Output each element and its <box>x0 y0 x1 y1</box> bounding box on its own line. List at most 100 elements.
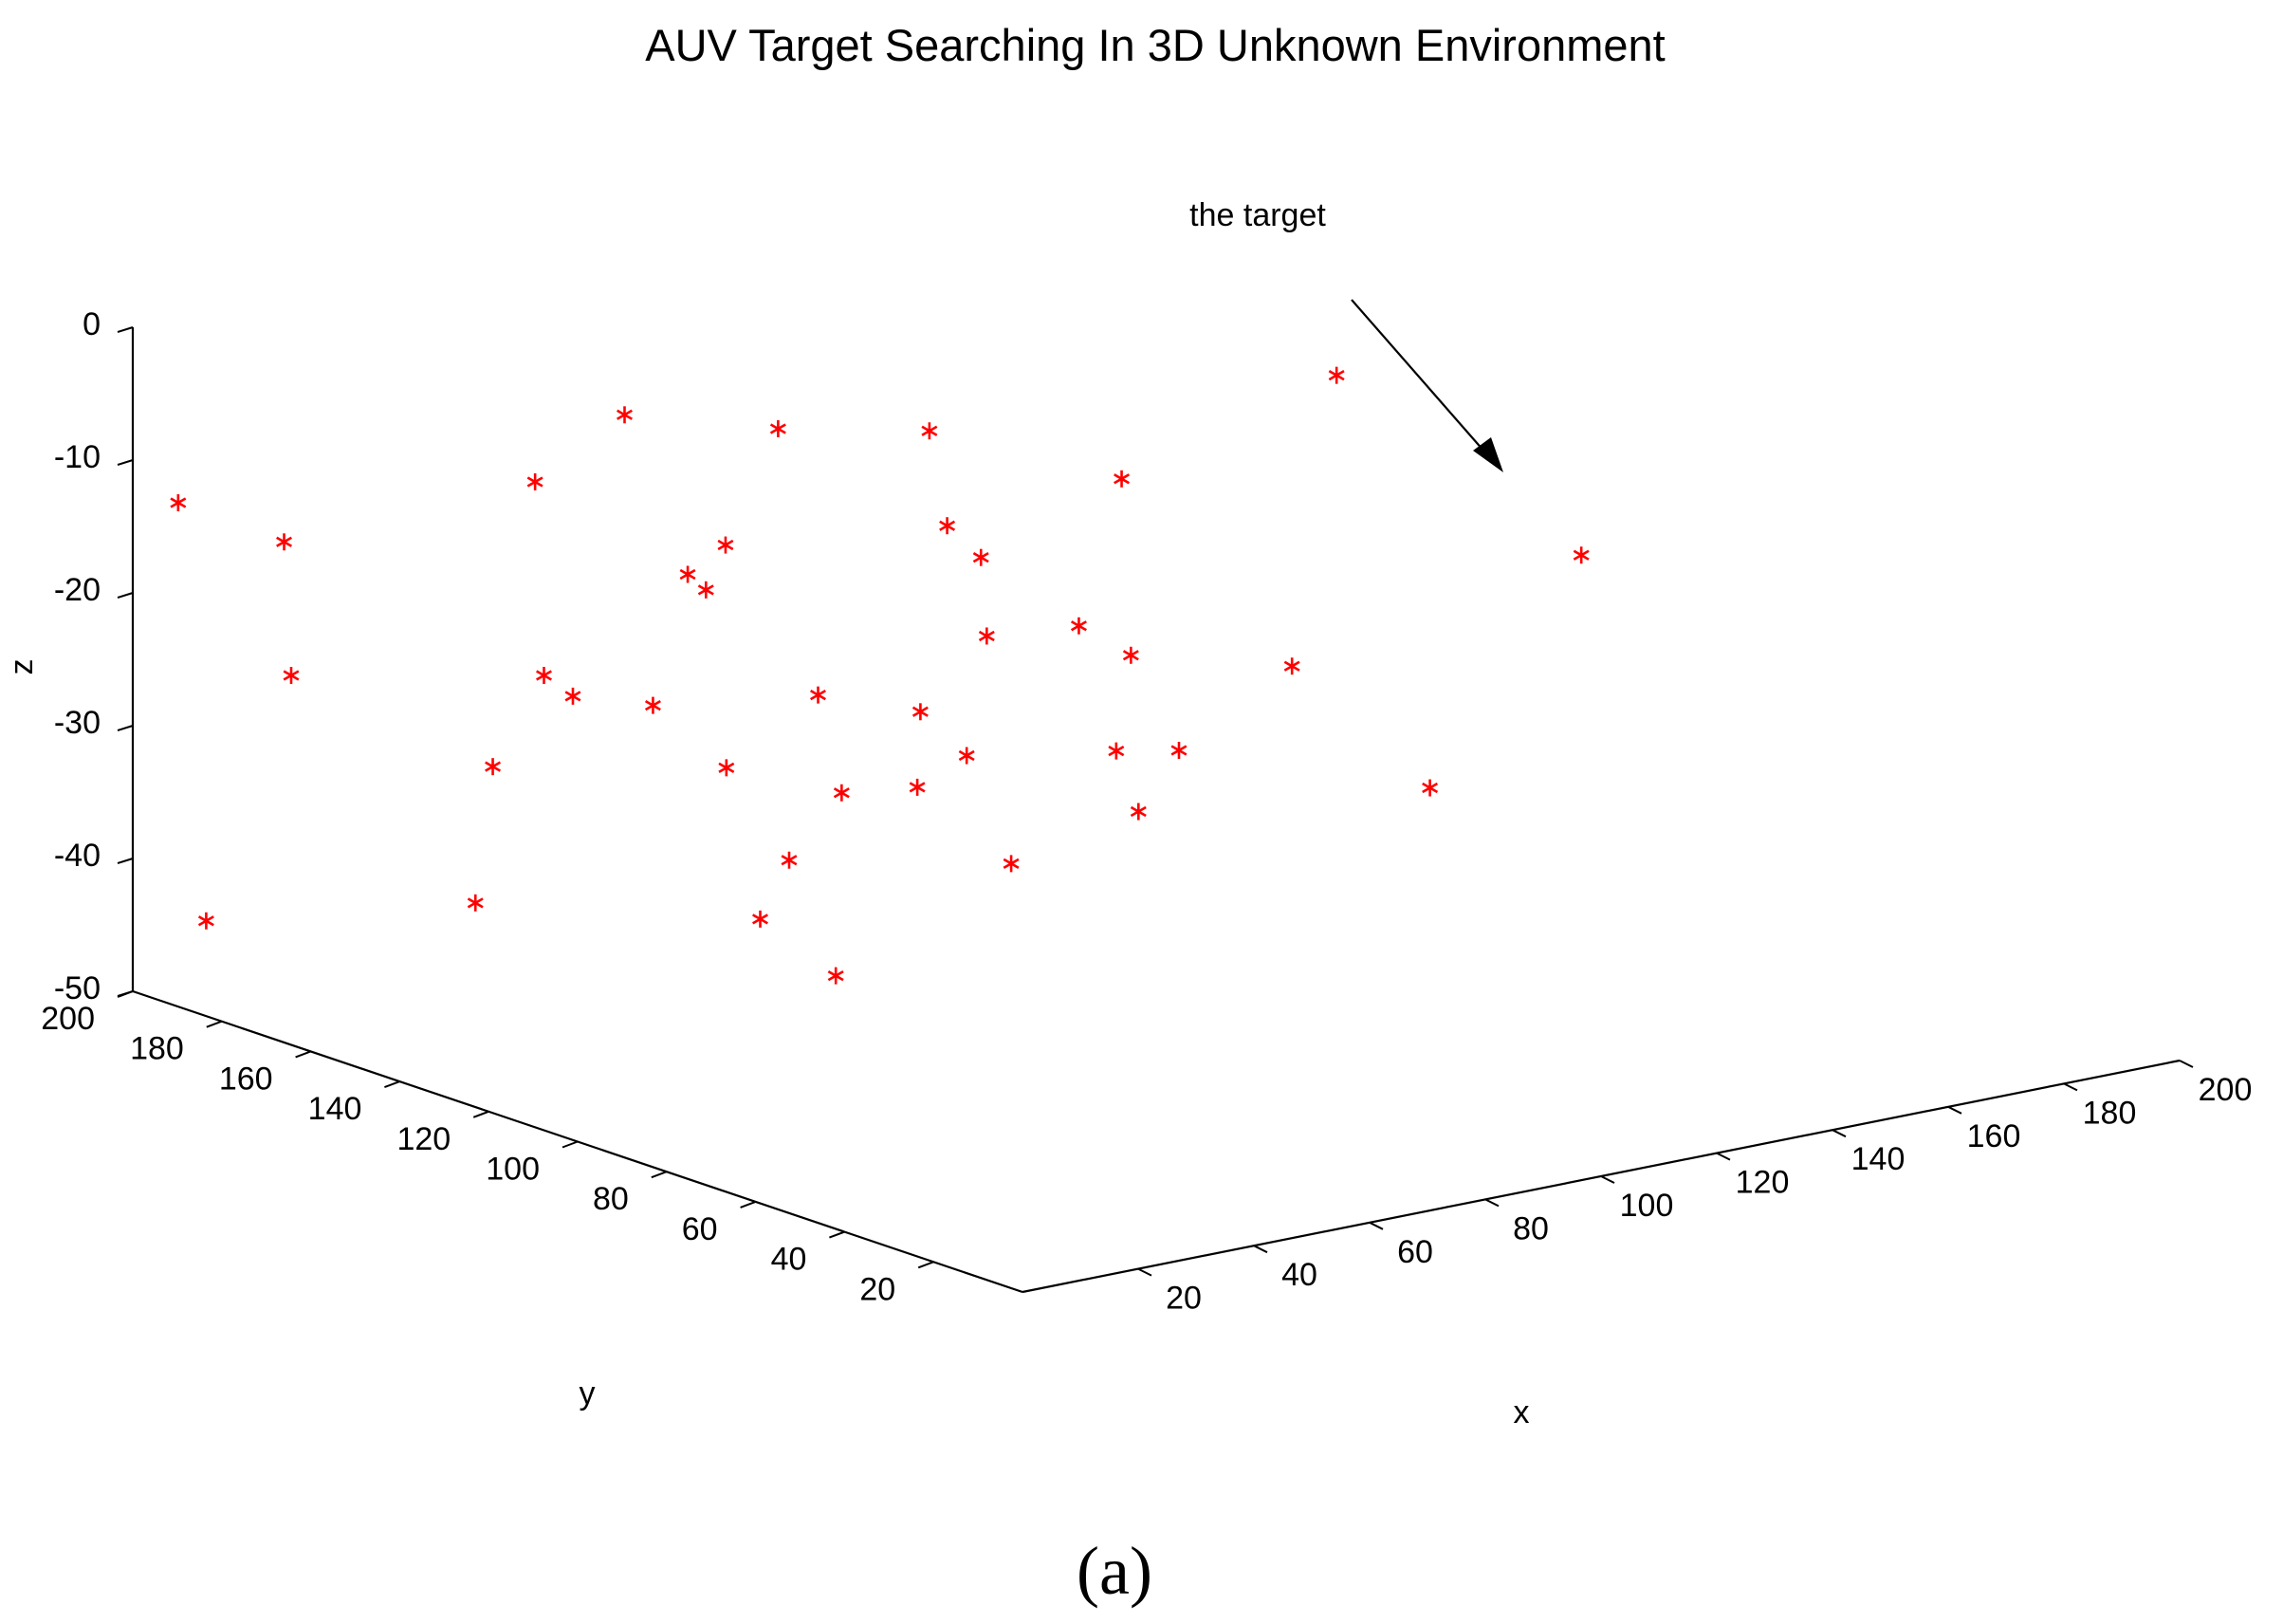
scatter-points <box>170 366 1590 985</box>
scatter-point <box>1130 803 1147 821</box>
y-tick-label: 140 <box>308 1091 362 1127</box>
scatter-point <box>485 758 502 776</box>
scatter-point <box>170 494 187 512</box>
scatter-point <box>467 894 484 912</box>
z-tick-label: -30 <box>54 705 101 741</box>
target-annotation: the target <box>1189 197 1503 472</box>
z-tick-label: -40 <box>54 838 101 874</box>
y-tick-label: 80 <box>593 1181 629 1217</box>
annotation-arrow-line <box>1351 299 1492 460</box>
y-tick-mark <box>206 1020 223 1028</box>
x-tick-mark <box>1600 1175 1615 1184</box>
x-tick-label: 160 <box>1967 1118 2021 1154</box>
x-axis-label: x <box>1514 1394 1530 1430</box>
y-tick-mark <box>917 1261 934 1269</box>
annotation-arrowhead <box>1473 437 1503 472</box>
scatter-point <box>1003 855 1020 873</box>
scatter-point <box>939 517 956 535</box>
z-tick-label: -10 <box>54 439 101 475</box>
scatter-point <box>718 759 735 777</box>
y-axis-label: y <box>580 1375 596 1412</box>
y-tick-mark <box>472 1110 489 1118</box>
scatter-point <box>752 910 768 928</box>
x-tick-mark <box>1369 1221 1384 1230</box>
x-tick-mark <box>2063 1082 2078 1092</box>
scatter-point <box>697 581 714 599</box>
scatter-point <box>781 851 798 869</box>
x-tick-label: 140 <box>1851 1141 1906 1177</box>
y-tick-label: 120 <box>396 1121 451 1157</box>
x-tick-label: 80 <box>1513 1210 1549 1246</box>
scatter-point <box>679 565 696 583</box>
x-tick-mark <box>1137 1267 1152 1277</box>
scatter-point <box>833 784 850 802</box>
scatter-point <box>617 406 633 424</box>
scatter-point <box>283 667 300 685</box>
figure-caption: (a) <box>1077 1533 1152 1609</box>
scatter-point <box>911 703 929 721</box>
y-tick-label: 200 <box>41 1001 95 1037</box>
z-tick-label: -20 <box>54 572 101 608</box>
y-tick-mark <box>651 1171 668 1179</box>
scatter-point <box>810 686 826 704</box>
x-tick-label: 40 <box>1281 1257 1317 1293</box>
y-tick-mark <box>740 1200 756 1209</box>
scatter-point <box>958 747 975 765</box>
scatter-point <box>1328 366 1345 384</box>
x-tick-label: 60 <box>1397 1234 1433 1270</box>
z-tick-mark <box>117 725 134 731</box>
y-tick-label: 180 <box>130 1031 184 1067</box>
target-point <box>1114 470 1131 488</box>
scatter-point <box>827 967 844 985</box>
scatter-point <box>526 473 543 491</box>
y-tick-label: 40 <box>771 1242 807 1278</box>
y-axis-ticks: 20 40 60 80 100 120 140 160 180 200 <box>41 990 934 1307</box>
y-tick-mark <box>384 1080 400 1089</box>
scatter-point <box>972 548 989 566</box>
x-tick-label: 100 <box>1620 1188 1674 1224</box>
scatter-point <box>276 533 292 551</box>
x-tick-mark <box>2179 1060 2194 1068</box>
y-tick-label: 100 <box>486 1152 540 1188</box>
z-tick-mark <box>117 326 134 333</box>
scatter-point <box>1170 742 1188 760</box>
y-tick-mark <box>829 1230 845 1239</box>
scatter-point <box>1070 617 1087 635</box>
scatter-point <box>921 422 938 440</box>
scatter-point <box>536 666 552 684</box>
z-tick-mark <box>117 858 134 864</box>
x-tick-mark <box>1484 1198 1500 1208</box>
x-tick-mark <box>1253 1245 1268 1254</box>
scatter-point <box>644 696 661 714</box>
x-tick-mark <box>1947 1105 1962 1115</box>
z-axis-ticks: 0 -10 -20 -30 -40 -50 <box>54 306 134 1006</box>
annotation-label: the target <box>1189 197 1326 233</box>
z-tick-mark <box>117 592 134 599</box>
x-tick-mark <box>1832 1129 1847 1138</box>
scatter-point <box>1108 742 1125 760</box>
x-tick-label: 120 <box>1736 1165 1790 1201</box>
y-tick-label: 160 <box>219 1061 273 1097</box>
x-axis-ticks: 20 40 60 80 100 120 140 160 180 200 <box>1137 1060 2252 1317</box>
scatter-point <box>769 419 786 437</box>
scatter-point <box>197 912 214 930</box>
y-tick-label: 20 <box>859 1271 895 1307</box>
y-tick-label: 60 <box>682 1211 718 1247</box>
scatter-point <box>978 627 995 645</box>
y-tick-mark <box>562 1140 579 1149</box>
y-tick-mark <box>117 990 134 998</box>
z-axis-label: z <box>4 659 40 675</box>
scatter-point <box>717 536 734 554</box>
z-tick-label: -50 <box>54 970 101 1006</box>
scatter-point <box>1122 646 1139 664</box>
x-tick-label: 180 <box>2083 1095 2137 1131</box>
z-tick-mark <box>117 459 134 466</box>
x-tick-label: 20 <box>1166 1281 1202 1317</box>
scatter-point <box>1573 546 1590 564</box>
x-tick-mark <box>1716 1152 1731 1161</box>
y-tick-mark <box>295 1050 311 1059</box>
z-tick-label: 0 <box>83 306 101 342</box>
scatter-point <box>564 687 581 705</box>
scatter-point <box>1422 779 1439 797</box>
